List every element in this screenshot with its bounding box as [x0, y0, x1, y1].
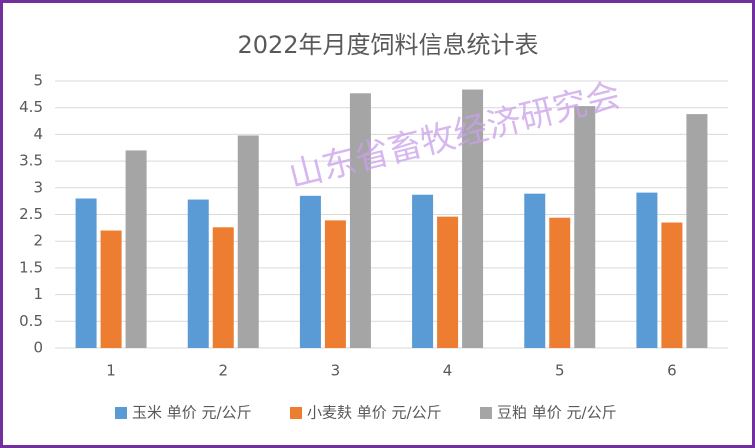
y-tick-label: 0.5: [19, 312, 43, 330]
legend-label: 玉米 单价 元/公斤: [132, 404, 252, 422]
y-tick-label: 0: [33, 339, 43, 357]
x-tick-label: 1: [106, 362, 116, 380]
y-tick-label: 1: [33, 285, 43, 303]
bar: [187, 199, 209, 348]
bar: [549, 217, 571, 348]
chart-title: 2022年月度饲料信息统计表: [237, 31, 538, 59]
bar: [100, 230, 122, 348]
bar: [299, 195, 321, 348]
bar: [125, 150, 147, 348]
x-tick-label: 5: [555, 362, 565, 380]
bar: [412, 194, 434, 348]
y-tick-label: 5: [33, 72, 43, 90]
x-tick-label: 6: [667, 362, 677, 380]
y-tick-label: 3.5: [19, 152, 43, 170]
y-tick-label: 2: [33, 232, 43, 250]
bar: [686, 114, 708, 348]
x-tick-label: 2: [218, 362, 228, 380]
bar: [636, 192, 658, 348]
bar: [661, 222, 683, 348]
y-tick-label: 4.5: [19, 98, 43, 116]
bar: [349, 93, 371, 348]
legend-swatch: [115, 407, 127, 419]
x-tick-label: 3: [331, 362, 341, 380]
bar: [324, 220, 346, 348]
legend-label: 豆粕 单价 元/公斤: [497, 404, 617, 422]
bar: [237, 135, 259, 348]
bar: [212, 227, 234, 348]
bar: [437, 216, 459, 348]
y-tick-label: 4: [33, 125, 43, 143]
y-tick-label: 2.5: [19, 205, 43, 223]
bar: [524, 193, 546, 348]
legend-swatch: [480, 407, 492, 419]
y-tick-label: 3: [33, 178, 43, 196]
bar: [75, 198, 97, 348]
legend-swatch: [290, 407, 302, 419]
bar: [574, 106, 596, 349]
bar: [462, 89, 484, 348]
x-tick-label: 4: [443, 362, 453, 380]
legend-label: 小麦麸 单价 元/公斤: [307, 404, 442, 422]
plot-area: 0 0.5 1 1.5 2 2.5 3 3.5 4 4.5 5 1 2 3 4 5 6 玉米 单价 元/公斤 小麦麸…: [19, 72, 728, 422]
y-tick-label: 1.5: [19, 258, 43, 276]
